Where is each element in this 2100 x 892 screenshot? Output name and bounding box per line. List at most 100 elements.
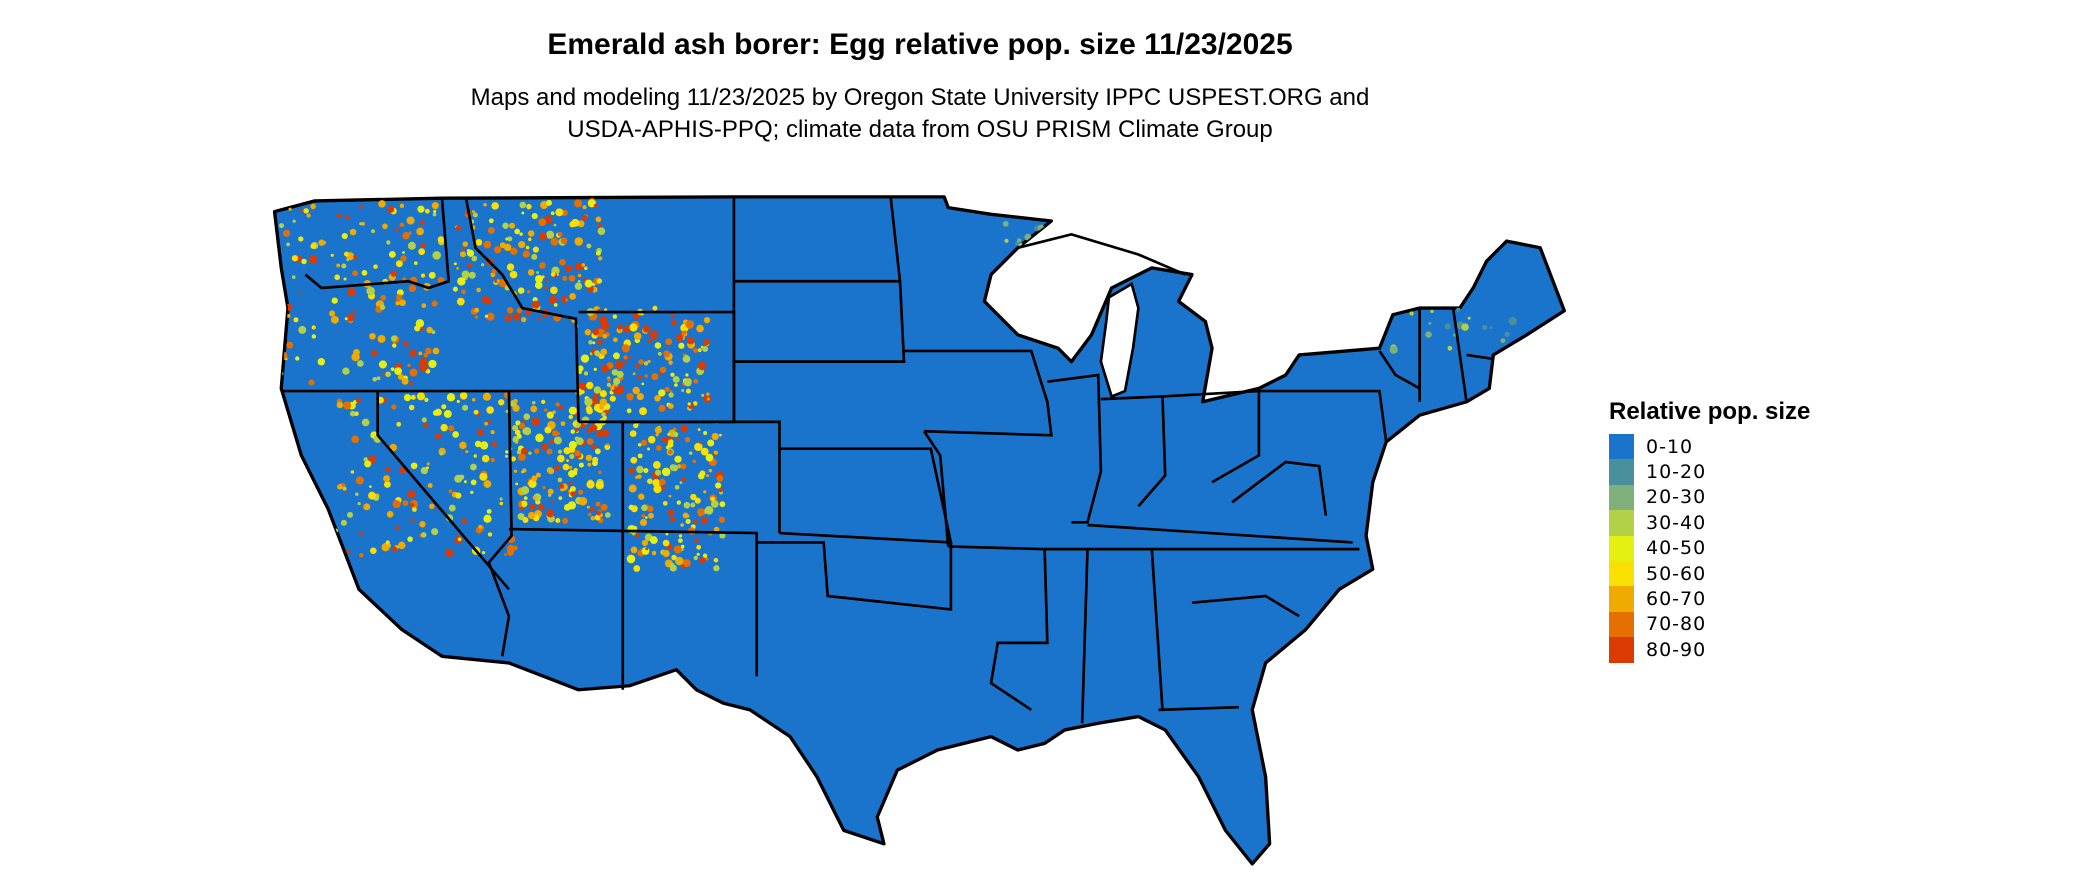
hotspot-cell (661, 467, 671, 477)
hotspot-cell (310, 203, 316, 210)
hotspot-cell (483, 203, 487, 207)
hotspot-cell (706, 397, 710, 401)
hotspot-cell (416, 392, 426, 401)
hotspot-cell (368, 491, 376, 500)
hotspot-cell (441, 404, 447, 410)
hotspot-cell (431, 330, 436, 334)
hotspot-cell (626, 554, 636, 564)
hotspot-cell (677, 464, 682, 469)
hotspot-cell (701, 393, 705, 397)
hotspot-cell (474, 315, 479, 319)
hotspot-cell (407, 490, 416, 499)
hotspot-cell (418, 351, 423, 356)
hotspot-cell (483, 514, 492, 523)
hotspot-cell (462, 241, 468, 247)
hotspot-cell (613, 352, 620, 360)
subtitle-line-1: Maps and modeling 11/23/2025 by Oregon S… (470, 84, 1370, 111)
hotspot-cell (549, 439, 555, 445)
hotspot-cell (462, 404, 469, 411)
hotspot-cell (399, 203, 405, 208)
hotspot-cell (510, 456, 516, 462)
state-border (1150, 549, 1164, 710)
hotspot-cell (513, 398, 518, 404)
hotspot-cell (527, 230, 535, 237)
hotspot-cell (437, 236, 445, 243)
hotspot-cell (566, 459, 569, 462)
hotspot-cell (706, 474, 709, 478)
hotspot-cell (355, 397, 361, 403)
hotspot-cell (300, 209, 303, 213)
hotspot-cell (697, 428, 701, 432)
legend-item: 60-70 (1609, 586, 1810, 612)
hotspot-cell (507, 236, 513, 242)
hotspot-cell (509, 270, 518, 279)
hotspot-cell (420, 466, 428, 475)
hotspot-cell (637, 375, 643, 380)
hotspot-cell (693, 348, 699, 353)
hotspot-cell (699, 440, 702, 444)
hotspot-cell (351, 435, 360, 444)
hotspot-cell (456, 399, 460, 404)
hotspot-cell (696, 544, 702, 550)
hotspot-cell (578, 489, 584, 495)
hotspot-cell (536, 271, 539, 274)
hotspot-cell (519, 201, 527, 209)
legend-label: 0-10 (1646, 435, 1694, 458)
hotspot-cell (638, 493, 645, 500)
hotspot-cell (562, 463, 570, 471)
hotspot-cell (346, 511, 354, 518)
hotspot-cell (518, 422, 526, 429)
hotspot-cell (470, 463, 477, 471)
lake-superior-shore (1017, 232, 1186, 276)
hotspot-cell (1045, 242, 1049, 246)
hotspot-cell (673, 545, 682, 554)
hotspot-cell (462, 246, 466, 250)
hotspot-cell (385, 371, 391, 378)
hotspot-cell (499, 501, 504, 506)
hotspot-cell (520, 447, 528, 455)
hotspot-cell (432, 212, 437, 217)
hotspot-cell (577, 365, 584, 372)
hotspot-cell (408, 231, 412, 235)
hotspot-cell (473, 454, 477, 458)
hotspot-cell (1389, 345, 1398, 354)
hotspot-cell (286, 341, 294, 349)
hotspot-cell (670, 314, 675, 319)
hotspot-cell (680, 476, 686, 482)
hotspot-cell (653, 485, 662, 494)
hotspot-cell (565, 264, 573, 273)
hotspot-cell (586, 428, 592, 434)
hotspot-cell (409, 368, 418, 377)
hotspot-cell (629, 323, 638, 332)
hotspot-cell (1014, 241, 1020, 246)
hotspot-cell (308, 255, 318, 264)
hotspot-cell (585, 454, 593, 462)
hotspot-cell (643, 325, 651, 333)
hotspot-cell (674, 383, 678, 387)
hotspot-cell (481, 551, 486, 555)
hotspot-cell (626, 393, 634, 401)
hotspot-cell (370, 349, 378, 357)
hotspot-cell (525, 245, 530, 250)
hotspot-cell (474, 307, 480, 313)
hotspot-cell (697, 348, 702, 353)
hotspot-cell (617, 324, 623, 330)
hotspot-cell (306, 213, 311, 218)
hotspot-cell (613, 377, 621, 385)
hotspot-cell (504, 553, 507, 556)
hotspot-cell (685, 388, 691, 394)
hotspot-cell (391, 335, 398, 342)
hotspot-cell (633, 422, 639, 429)
hotspot-cell (351, 352, 360, 362)
hotspot-cell (361, 418, 370, 427)
legend-item: 50-60 (1609, 560, 1810, 587)
hotspot-cell (298, 325, 307, 334)
hotspot-cell (395, 526, 400, 530)
hotspot-cell (395, 228, 399, 232)
hotspot-cell (505, 237, 509, 241)
hotspot-cell (560, 421, 566, 427)
hotspot-cell (719, 501, 726, 508)
hotspot-cell (283, 229, 291, 237)
hotspot-cell (516, 307, 523, 314)
hotspot-cell (479, 472, 488, 481)
